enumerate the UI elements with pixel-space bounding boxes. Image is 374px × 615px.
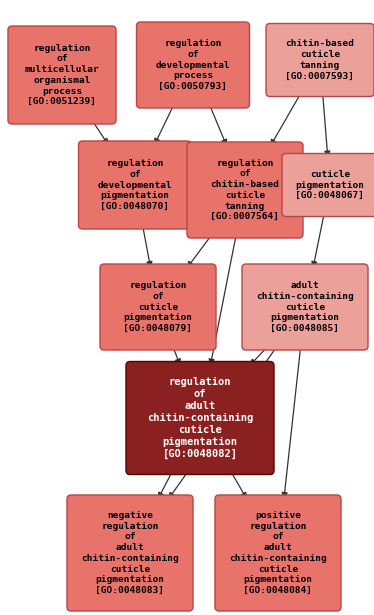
Text: regulation
of
chitin-based
cuticle
tanning
[GO:0007564]: regulation of chitin-based cuticle tanni… <box>211 159 279 221</box>
Text: regulation
of
developmental
process
[GO:0050793]: regulation of developmental process [GO:… <box>156 39 230 91</box>
FancyBboxPatch shape <box>215 495 341 611</box>
Text: chitin-based
cuticle
tanning
[GO:0007593]: chitin-based cuticle tanning [GO:0007593… <box>285 39 355 81</box>
FancyBboxPatch shape <box>8 26 116 124</box>
FancyBboxPatch shape <box>282 154 374 216</box>
FancyBboxPatch shape <box>137 22 249 108</box>
Text: negative
regulation
of
adult
chitin-containing
cuticle
pigmentation
[GO:0048083]: negative regulation of adult chitin-cont… <box>81 511 179 595</box>
FancyBboxPatch shape <box>242 264 368 350</box>
FancyBboxPatch shape <box>67 495 193 611</box>
Text: regulation
of
cuticle
pigmentation
[GO:0048079]: regulation of cuticle pigmentation [GO:0… <box>123 281 193 333</box>
FancyBboxPatch shape <box>126 362 274 475</box>
FancyBboxPatch shape <box>79 141 191 229</box>
Text: regulation
of
developmental
pigmentation
[GO:0048070]: regulation of developmental pigmentation… <box>98 159 172 211</box>
FancyBboxPatch shape <box>187 142 303 238</box>
FancyBboxPatch shape <box>266 23 374 97</box>
Text: regulation
of
adult
chitin-containing
cuticle
pigmentation
[GO:0048082]: regulation of adult chitin-containing cu… <box>147 377 253 459</box>
Text: positive
regulation
of
adult
chitin-containing
cuticle
pigmentation
[GO:0048084]: positive regulation of adult chitin-cont… <box>229 511 327 595</box>
Text: cuticle
pigmentation
[GO:0048067]: cuticle pigmentation [GO:0048067] <box>295 170 365 200</box>
Text: adult
chitin-containing
cuticle
pigmentation
[GO:0048085]: adult chitin-containing cuticle pigmenta… <box>256 281 354 333</box>
Text: regulation
of
multicellular
organismal
process
[GO:0051239]: regulation of multicellular organismal p… <box>25 44 99 106</box>
FancyBboxPatch shape <box>100 264 216 350</box>
